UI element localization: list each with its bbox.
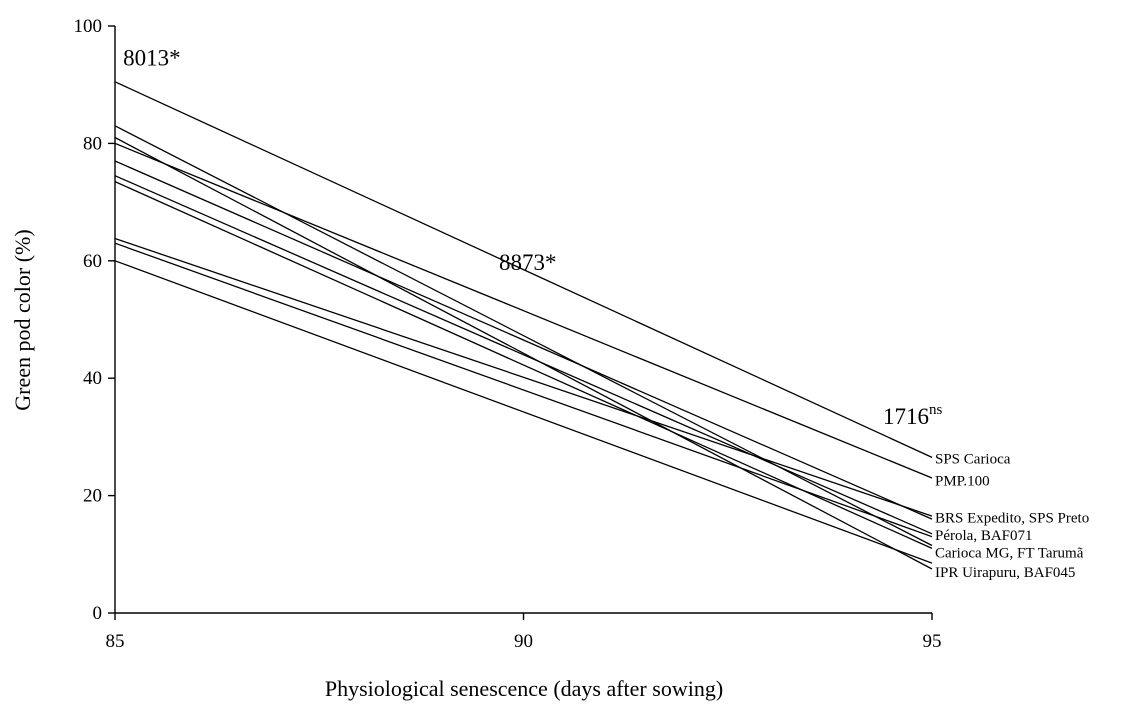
- series-line: [114, 242, 933, 538]
- end-labels: SPS Carioca PMP.100 BRS Expedito, SPS Pret…: [935, 452, 1089, 581]
- significance-annotation: 8013*: [123, 45, 181, 70]
- x-tick-label: 90: [514, 631, 533, 652]
- series-line: [114, 142, 933, 479]
- x-ticks: 85 90 95: [106, 613, 942, 652]
- x-axis-title: Physiological senescence (days after sow…: [325, 676, 723, 701]
- y-tick-label: 0: [93, 603, 103, 624]
- y-tick-label: 80: [83, 133, 102, 154]
- y-tick-label: 100: [74, 16, 103, 37]
- annotation-value: 8873*: [499, 250, 557, 275]
- x-tick-label: 95: [923, 631, 942, 652]
- annotations: 8013* 8873* 1716ns: [123, 45, 942, 429]
- significance-annotation: 1716ns: [883, 402, 943, 429]
- series-line: [114, 160, 933, 520]
- series-end-label: PMP.100: [935, 473, 990, 489]
- series-end-label: IPR Uirapuru, BAF045: [935, 565, 1075, 581]
- annotation-superscript: ns: [929, 402, 943, 418]
- y-axis-title: Green pod color (%): [10, 229, 35, 410]
- series-end-label: BRS Expedito, SPS Preto: [935, 510, 1089, 526]
- y-tick-label: 40: [83, 368, 102, 389]
- axes: [114, 26, 932, 614]
- series-line: [114, 260, 933, 564]
- y-tick-label: 20: [83, 486, 102, 507]
- annotation-value: 1716: [883, 404, 929, 429]
- series-line: [114, 175, 933, 535]
- series-end-label: Carioca MG, FT Tarumã: [935, 546, 1084, 562]
- annotation-value: 8013*: [123, 45, 181, 70]
- series-line: [114, 81, 933, 458]
- y-ticks: 0 20 40 60 80 100: [74, 16, 115, 624]
- series-line: [114, 181, 933, 549]
- series-line: [114, 125, 933, 547]
- series-line: [114, 136, 933, 570]
- y-tick-label: 60: [83, 251, 102, 272]
- series-end-label: SPS Carioca: [935, 452, 1011, 468]
- series-lines: [114, 81, 933, 570]
- x-tick-label: 85: [106, 631, 125, 652]
- series-end-label: Pérola, BAF071: [935, 528, 1033, 544]
- series-line: [114, 237, 933, 517]
- significance-annotation: 8873*: [499, 250, 557, 275]
